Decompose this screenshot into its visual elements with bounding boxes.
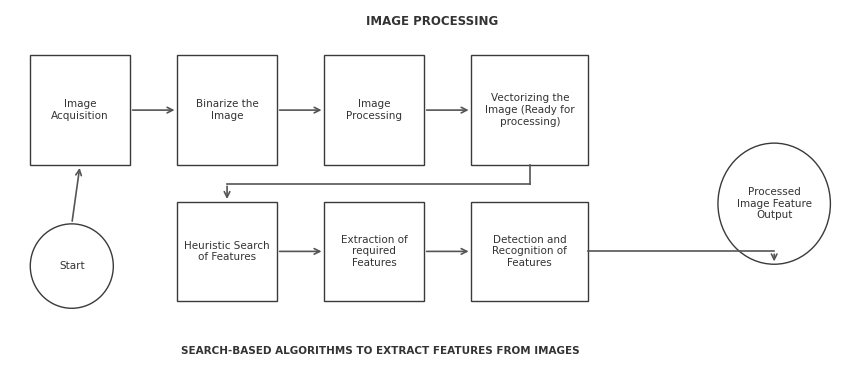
Text: Image
Acquisition: Image Acquisition (51, 99, 109, 121)
FancyBboxPatch shape (30, 55, 130, 165)
FancyBboxPatch shape (177, 202, 277, 301)
FancyBboxPatch shape (324, 202, 424, 301)
Ellipse shape (30, 224, 113, 308)
Text: Detection and
Recognition of
Features: Detection and Recognition of Features (492, 235, 567, 268)
FancyBboxPatch shape (471, 202, 588, 301)
Text: Extraction of
required
Features: Extraction of required Features (341, 235, 407, 268)
FancyBboxPatch shape (471, 55, 588, 165)
Text: Vectorizing the
Image (Ready for
processing): Vectorizing the Image (Ready for process… (485, 94, 574, 127)
Text: Binarize the
Image: Binarize the Image (195, 99, 259, 121)
Text: Start: Start (59, 261, 85, 271)
Text: SEARCH-BASED ALGORITHMS TO EXTRACT FEATURES FROM IMAGES: SEARCH-BASED ALGORITHMS TO EXTRACT FEATU… (182, 346, 580, 356)
Text: Image
Processing: Image Processing (346, 99, 402, 121)
FancyBboxPatch shape (324, 55, 424, 165)
Text: Processed
Image Feature
Output: Processed Image Feature Output (737, 187, 811, 220)
Ellipse shape (718, 143, 830, 264)
Text: IMAGE PROCESSING: IMAGE PROCESSING (367, 15, 498, 28)
FancyBboxPatch shape (177, 55, 277, 165)
Text: Heuristic Search
of Features: Heuristic Search of Features (184, 241, 270, 262)
